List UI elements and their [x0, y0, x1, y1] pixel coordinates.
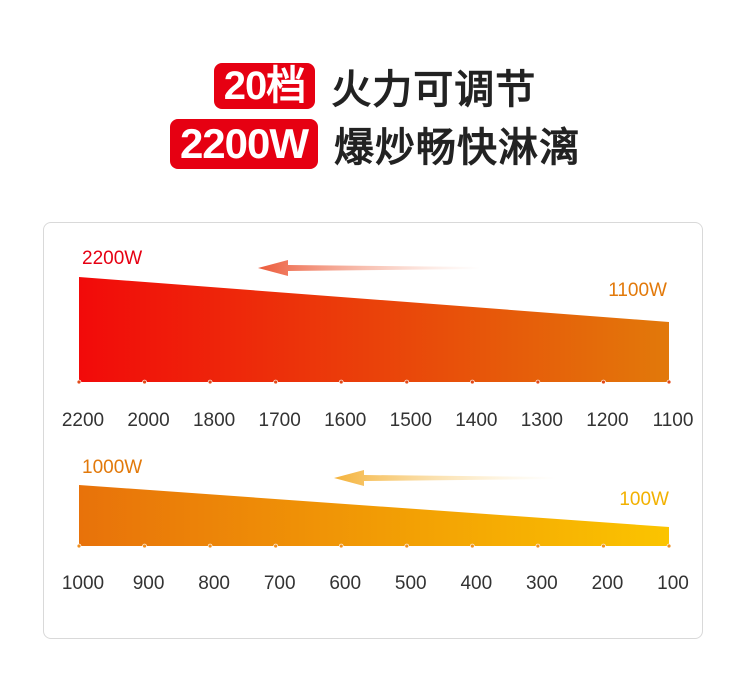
lower-tick-dot-core: [667, 544, 671, 548]
lower-tick-dot-core: [77, 544, 81, 548]
upper-max-power-label: 2200W: [82, 248, 142, 269]
lower-tick-label: 200: [592, 573, 624, 594]
upper-tick-label: 1800: [193, 410, 235, 431]
upper-tick-label: 2000: [127, 410, 169, 431]
lower-tick-dot-core: [405, 544, 409, 548]
lower-min-power-label: 100W: [619, 489, 669, 510]
upper-tick-dot-core: [667, 380, 671, 384]
lower-tick-label: 700: [264, 573, 296, 594]
upper-tick-dot-core: [405, 380, 409, 384]
lower-tick-dot-core: [470, 544, 474, 548]
upper-tick-label: 1200: [586, 410, 628, 431]
lower-tick-label: 400: [460, 573, 492, 594]
stir-fry-text: 爆炒畅快淋漓: [334, 126, 581, 170]
upper-tick-label: 1300: [521, 410, 563, 431]
upper-tick-dot-core: [470, 380, 474, 384]
lower-tick-dot-core: [274, 544, 278, 548]
lower-tick-dot-core: [339, 544, 343, 548]
lower-tick-label: 500: [395, 573, 427, 594]
upper-tick-label: 1600: [324, 410, 366, 431]
lower-tick-label: 800: [198, 573, 230, 594]
upper-tick-dot-core: [274, 380, 278, 384]
upper-tick-label: 1500: [390, 410, 432, 431]
lower-tick-label: 1000: [62, 573, 104, 594]
upper-tick-dot-core: [536, 380, 540, 384]
lower-tick-dot-core: [536, 544, 540, 548]
headline-line-1: 20档 火力可调节: [0, 62, 750, 112]
upper-direction-arrow-icon: [258, 260, 480, 276]
gear-count-badge: 20档: [213, 63, 316, 109]
lower-tick-label: 300: [526, 573, 558, 594]
upper-min-power-label: 1100W: [608, 280, 667, 301]
upper-tick-label: 1400: [455, 410, 497, 431]
lower-direction-arrow-icon: [334, 470, 556, 486]
upper-tick-dot-core: [601, 380, 606, 384]
adjustable-heat-text: 火力可调节: [331, 68, 537, 112]
lower-tick-label: 600: [329, 573, 361, 594]
lower-tick-label: 100: [657, 573, 689, 594]
upper-power-area: [79, 277, 669, 382]
upper-tick-label: 1100: [653, 410, 694, 431]
lower-max-power-label: 1000W: [82, 457, 142, 478]
lower-power-area: [79, 485, 669, 546]
lower-tick-dot-core: [142, 544, 147, 548]
upper-tick-label: 2200: [62, 410, 104, 431]
upper-tick-dot-core: [142, 380, 147, 384]
upper-tick-label: 1700: [259, 410, 301, 431]
max-power-badge: 2200W: [169, 119, 319, 169]
lower-tick-label: 900: [133, 573, 165, 594]
upper-tick-dot-core: [339, 380, 343, 384]
headline-line-2: 2200W 爆炒畅快淋漓: [0, 118, 750, 170]
upper-tick-dot-core: [208, 380, 212, 384]
lower-tick-dot-core: [601, 544, 606, 548]
lower-tick-dot-core: [208, 544, 212, 548]
upper-tick-dot-core: [77, 380, 81, 384]
